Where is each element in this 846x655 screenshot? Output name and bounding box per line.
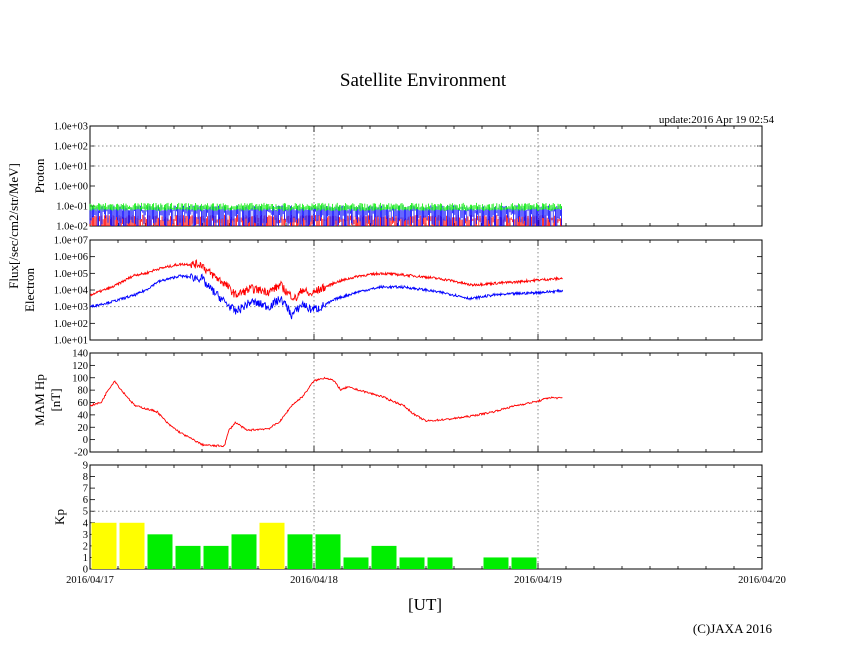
kp-bar xyxy=(287,534,313,569)
kp-bar xyxy=(315,534,341,569)
y-tick-label: -20 xyxy=(74,448,88,459)
x-tick-label: 2016/04/18 xyxy=(290,575,338,586)
y-tick-label: 1.0e+02 xyxy=(54,142,88,153)
kp-bar xyxy=(511,557,537,569)
kp-bar xyxy=(175,545,201,569)
y-tick-label: 1.0e-02 xyxy=(56,222,88,233)
kp-bar xyxy=(371,545,397,569)
x-tick-label: 2016/04/19 xyxy=(514,575,562,586)
y-tick-label: 1.0e+03 xyxy=(54,122,88,133)
y-tick-label: 7 xyxy=(83,484,88,495)
proton-series-green xyxy=(89,202,562,211)
y-tick-label: 8 xyxy=(83,472,88,483)
kp-bar xyxy=(147,534,173,569)
y-tick-label: 6 xyxy=(83,495,88,506)
y-tick-label: 1.0e+00 xyxy=(54,182,88,193)
y-tick-label: 1.0e+03 xyxy=(54,302,88,313)
hp-unit-label: [nT] xyxy=(48,388,63,411)
y-tick-label: 100 xyxy=(72,373,88,384)
electron-series-blue xyxy=(89,273,564,320)
proton-ylabel: Proton xyxy=(32,158,47,193)
electron-series-red xyxy=(89,259,563,302)
update-timestamp: update:2016 Apr 19 02:54 xyxy=(658,114,774,126)
y-tick-label: 1.0e+01 xyxy=(54,162,88,173)
panel-frame xyxy=(89,464,763,570)
hp-ylabel: MAM Hp xyxy=(32,374,47,426)
x-tick-label: 2016/04/17 xyxy=(66,575,114,586)
y-tick-label: 1.0e+04 xyxy=(54,286,89,297)
proton-series-blue xyxy=(89,205,562,226)
y-tick-label: 4 xyxy=(83,518,89,529)
copyright: (C)JAXA 2016 xyxy=(692,621,772,636)
y-tick-label: 2 xyxy=(83,541,88,552)
kp-bar xyxy=(399,557,425,569)
y-tick-label: 120 xyxy=(72,361,88,372)
panel-frame xyxy=(89,239,763,341)
y-tick-label: 0 xyxy=(83,435,88,446)
kp-bar xyxy=(91,522,117,569)
y-tick-label: 1.0e+02 xyxy=(54,319,88,330)
y-tick-label: 1.0e+06 xyxy=(54,252,88,263)
y-tick-label: 1.0e+05 xyxy=(54,269,88,280)
kp-ylabel: Kp xyxy=(52,509,67,525)
y-tick-label: 140 xyxy=(72,349,88,360)
y-tick-label: 20 xyxy=(78,423,89,434)
y-tick-label: 0 xyxy=(83,565,88,576)
kp-bar xyxy=(119,522,145,569)
hp-series xyxy=(89,376,563,448)
y-tick-label: 80 xyxy=(78,386,89,397)
y-tick-label: 1.0e+01 xyxy=(54,336,88,347)
flux-ylabel: Flux[/sec/cm2/str/MeV] xyxy=(6,163,21,289)
x-tick-label: 2016/04/20 xyxy=(738,575,786,586)
kp-bar xyxy=(483,557,509,569)
y-tick-label: 60 xyxy=(78,398,89,409)
kp-bar xyxy=(427,557,453,569)
chart-title: Satellite Environment xyxy=(339,70,507,91)
y-tick-label: 1 xyxy=(83,553,88,564)
x-axis-unit: [UT] xyxy=(408,595,442,614)
kp-bar xyxy=(231,534,257,569)
y-tick-label: 1.0e+07 xyxy=(54,236,88,247)
y-tick-label: 5 xyxy=(83,507,88,518)
y-tick-label: 40 xyxy=(78,410,89,421)
electron-ylabel: Electron xyxy=(22,267,37,312)
kp-bar xyxy=(259,522,285,569)
kp-bar xyxy=(343,557,369,569)
y-tick-label: 3 xyxy=(83,530,88,541)
panel-frame xyxy=(89,352,763,453)
kp-bar xyxy=(203,545,229,569)
y-tick-label: 9 xyxy=(83,461,88,472)
y-tick-label: 1.0e-01 xyxy=(56,202,88,213)
